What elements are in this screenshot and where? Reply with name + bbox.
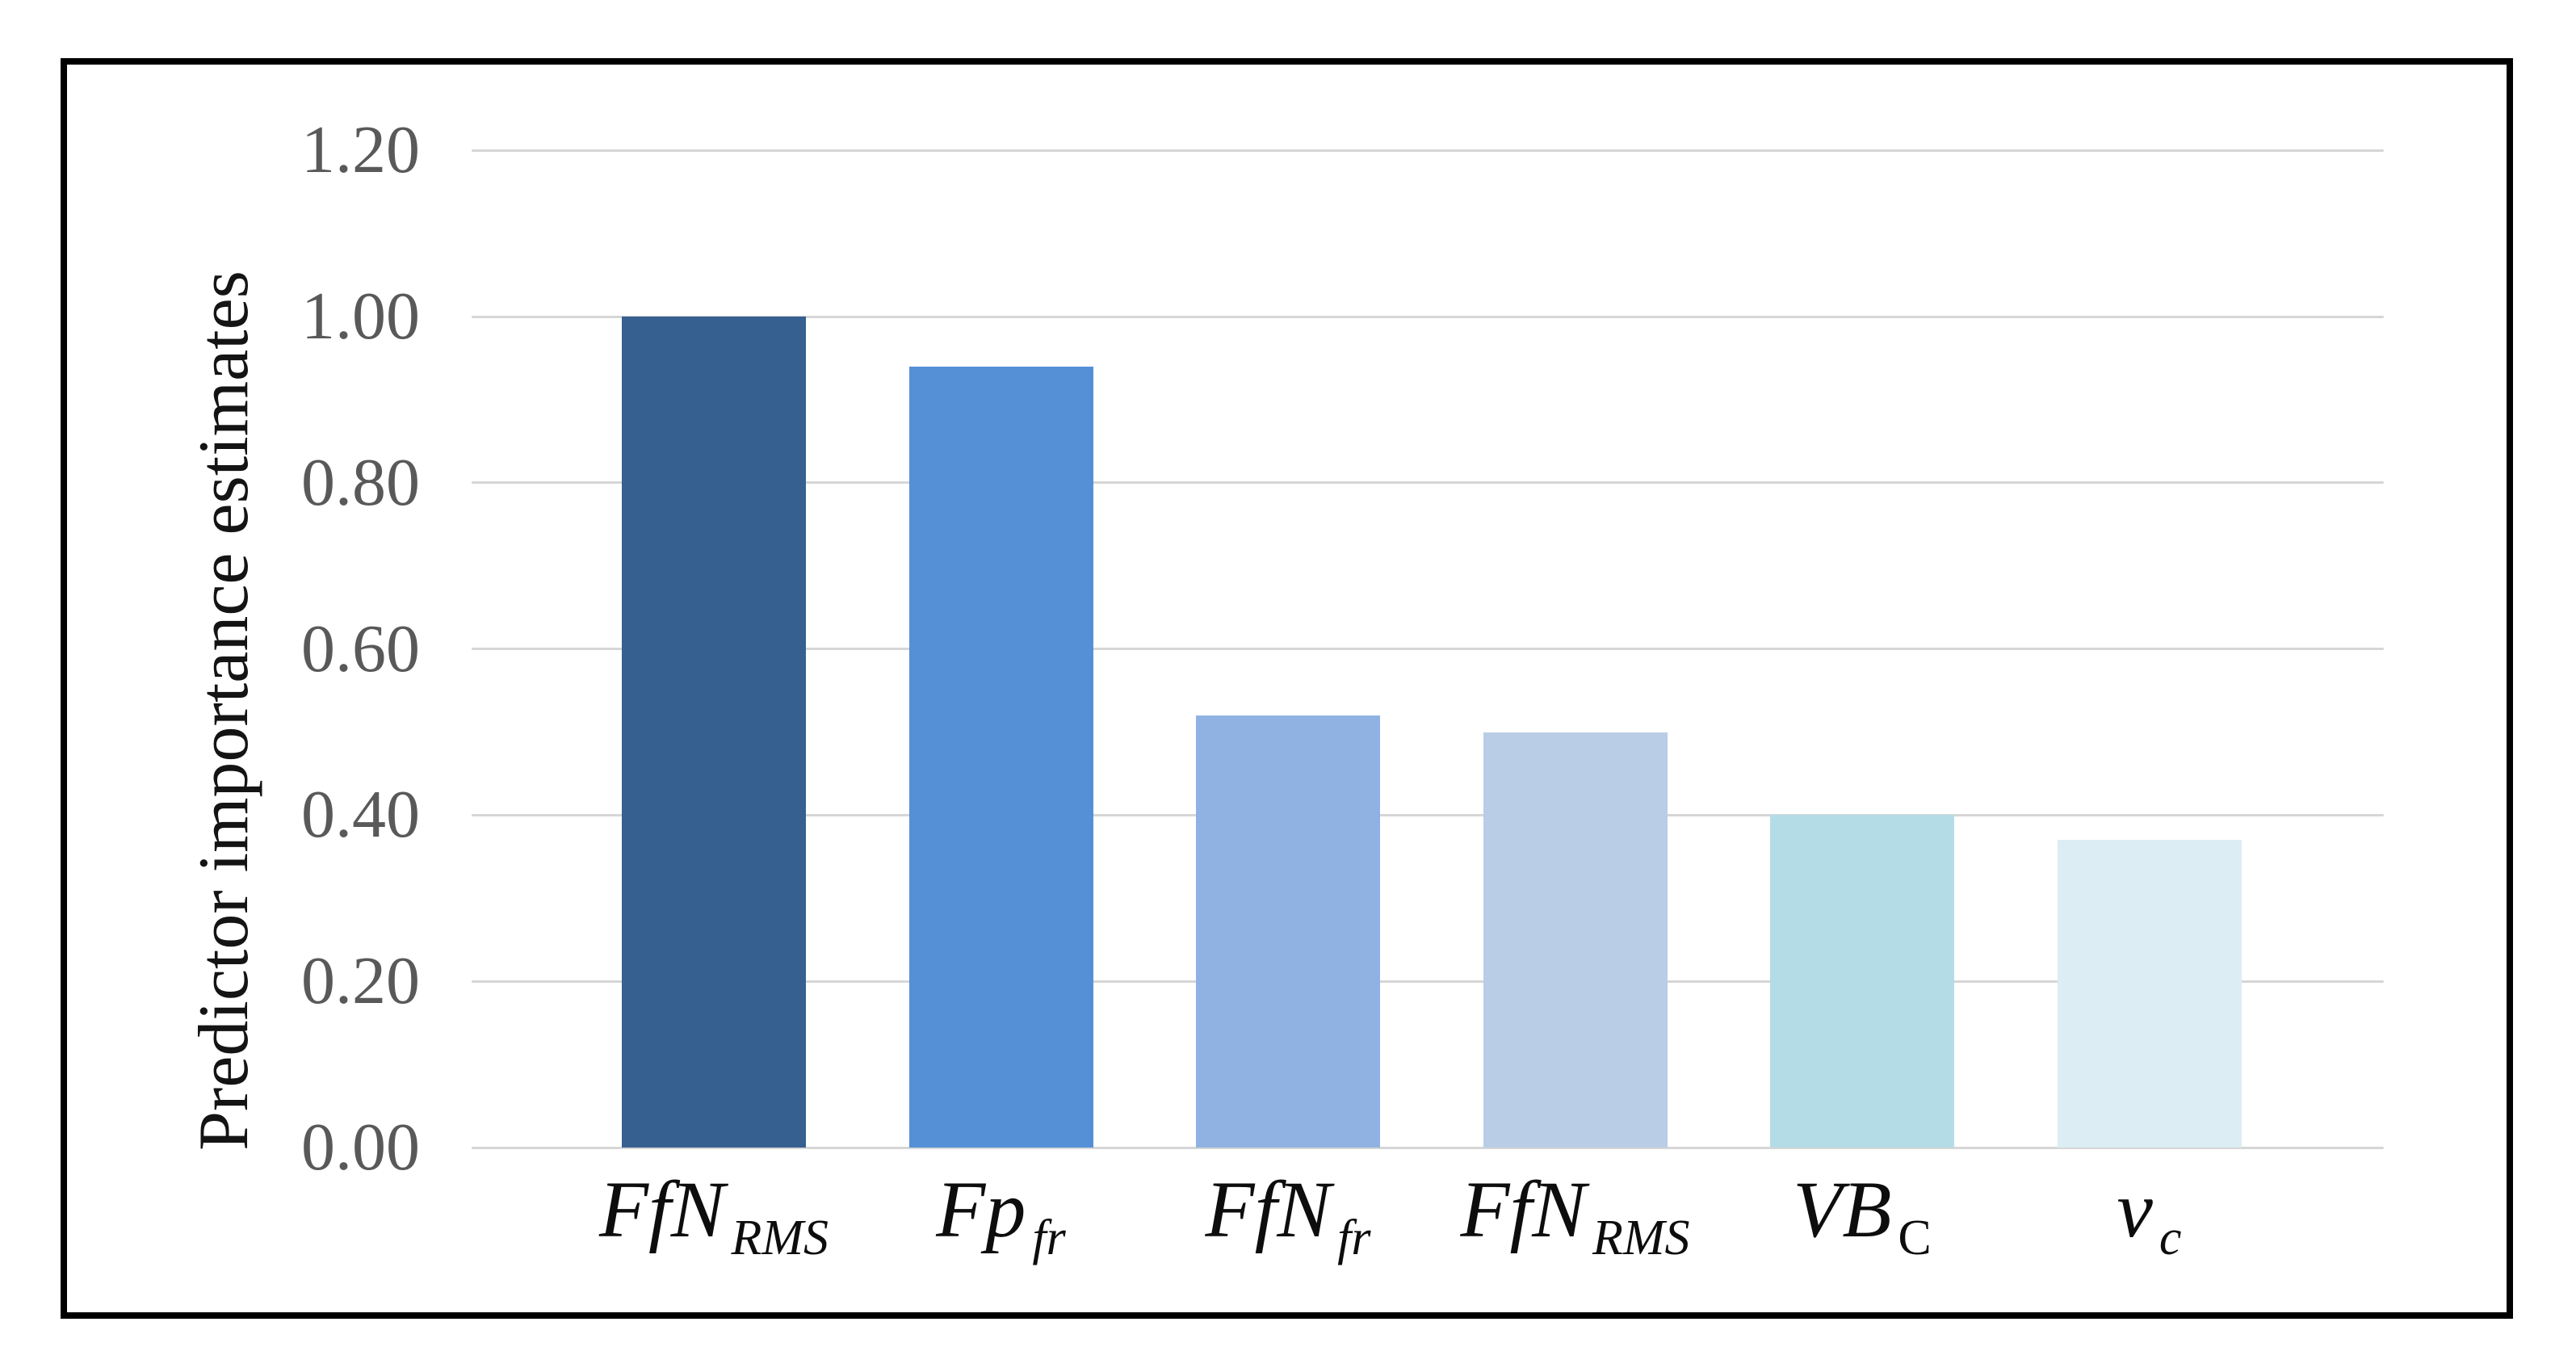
gridline-0.60: [472, 648, 2384, 651]
y-tick-label-0.20: 0.20: [301, 943, 420, 1019]
x-axis-label-main: FfN: [1460, 1164, 1587, 1254]
gridline-0.00: [472, 1146, 2384, 1149]
x-axis-label-subscript: RMS: [1592, 1211, 1690, 1265]
y-tick-label-0.00: 0.00: [301, 1110, 420, 1185]
y-tick-label-0.40: 0.40: [301, 777, 420, 853]
gridline-1.20: [472, 149, 2384, 152]
x-axis-label-subscript: c: [2159, 1211, 2182, 1265]
y-tick-label-0.60: 0.60: [301, 611, 420, 686]
bar-FfN-fr: [1196, 715, 1380, 1148]
x-axis-label-subscript: RMS: [731, 1211, 829, 1265]
bar-Fp-fr: [908, 366, 1093, 1148]
x-axis-label-subscript: fr: [1337, 1211, 1371, 1265]
y-tick-label-1.20: 1.20: [301, 112, 420, 188]
y-tick-label-0.80: 0.80: [301, 444, 420, 520]
bar-v-c: [2057, 840, 2242, 1148]
x-axis-label-main: FfN: [1205, 1164, 1332, 1254]
x-axis-label-main: FfN: [598, 1164, 725, 1254]
x-axis-label-main: VB: [1793, 1164, 1892, 1254]
gridline-0.20: [472, 980, 2384, 983]
chart-frame: Predictor importance estimates 1.20 1.00 0…: [61, 58, 2513, 1319]
bar-FfN-RMS: [622, 317, 806, 1148]
x-axis-label-main: v: [2117, 1164, 2153, 1254]
gridline-0.40: [472, 813, 2384, 816]
bar-FfN-RMS: [1483, 732, 1668, 1148]
x-axis-label-FfN-fr: FfN fr: [1078, 1169, 1498, 1264]
x-axis-label-main: Fp: [936, 1164, 1026, 1254]
x-axis-label-subscript: C: [1898, 1211, 1932, 1265]
x-axis-label-VB-C: VB C: [1652, 1169, 2072, 1264]
x-axis-label-FfN-RMS: FfN RMS: [1366, 1169, 1785, 1264]
bar-VB-C: [1770, 815, 1954, 1148]
gridline-1.00: [472, 315, 2384, 318]
x-axis-label-FfN-RMS: FfN RMS: [504, 1169, 924, 1264]
x-axis-label-subscript: fr: [1032, 1211, 1066, 1265]
gridline-0.80: [472, 481, 2384, 485]
y-tick-label-1.00: 1.00: [301, 279, 420, 354]
plot-area: 1.20 1.00 0.80 0.60 0.40 0.20 0.00 FfN RMS Fp fr F…: [67, 65, 2507, 1312]
x-axis-label-Fp-fr: Fp fr: [791, 1169, 1211, 1264]
